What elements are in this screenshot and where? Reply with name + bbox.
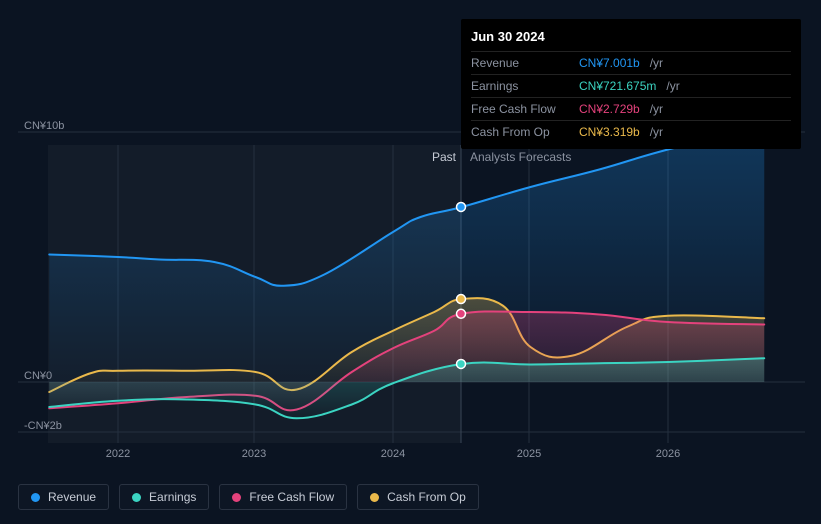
svg-text:2026: 2026	[656, 448, 680, 460]
legend-item-cfo[interactable]: Cash From Op	[357, 484, 479, 510]
tooltip-row-cfo: Cash From Op CN¥3.319b /yr	[471, 120, 791, 143]
tooltip-label: Free Cash Flow	[471, 100, 571, 118]
tooltip-row-fcf: Free Cash Flow CN¥2.729b /yr	[471, 97, 791, 120]
legend-label: Free Cash Flow	[249, 490, 334, 504]
legend-label: Earnings	[149, 490, 196, 504]
legend-swatch	[370, 493, 379, 502]
legend-swatch	[31, 493, 40, 502]
legend-swatch	[132, 493, 141, 502]
legend-item-fcf[interactable]: Free Cash Flow	[219, 484, 347, 510]
tooltip-suffix: /yr	[650, 100, 663, 118]
tooltip-label: Revenue	[471, 54, 571, 72]
legend-label: Cash From Op	[387, 490, 466, 504]
legend-item-revenue[interactable]: Revenue	[18, 484, 109, 510]
chart-tooltip: Jun 30 2024 Revenue CN¥7.001b /yr Earnin…	[461, 19, 801, 149]
forecast-label: Analysts Forecasts	[470, 150, 571, 164]
tooltip-suffix: /yr	[650, 123, 663, 141]
tooltip-value: CN¥7.001b	[579, 54, 640, 72]
tooltip-label: Earnings	[471, 77, 571, 95]
y-tick-label: CN¥0	[24, 370, 52, 382]
tooltip-value: CN¥3.319b	[579, 123, 640, 141]
tooltip-suffix: /yr	[666, 77, 679, 95]
legend-item-earnings[interactable]: Earnings	[119, 484, 209, 510]
tooltip-value: CN¥721.675m	[579, 77, 656, 95]
legend-label: Revenue	[48, 490, 96, 504]
svg-text:2022: 2022	[106, 448, 130, 460]
svg-text:2023: 2023	[242, 448, 266, 460]
y-tick-label: CN¥10b	[24, 120, 64, 132]
past-label: Past	[432, 150, 456, 164]
financial-chart: 20222023202420252026 CN¥10b CN¥0 -CN¥2b …	[0, 0, 821, 524]
y-tick-label: -CN¥2b	[24, 420, 62, 432]
tooltip-suffix: /yr	[650, 54, 663, 72]
svg-text:2024: 2024	[381, 448, 405, 460]
tooltip-row-earnings: Earnings CN¥721.675m /yr	[471, 74, 791, 97]
tooltip-label: Cash From Op	[471, 123, 571, 141]
legend-swatch	[232, 493, 241, 502]
tooltip-title: Jun 30 2024	[471, 27, 791, 51]
tooltip-row-revenue: Revenue CN¥7.001b /yr	[471, 51, 791, 74]
svg-text:2025: 2025	[517, 448, 541, 460]
tooltip-value: CN¥2.729b	[579, 100, 640, 118]
legend: Revenue Earnings Free Cash Flow Cash Fro…	[18, 484, 479, 510]
